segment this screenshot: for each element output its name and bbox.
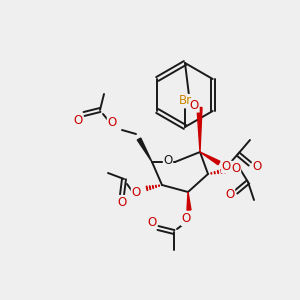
Polygon shape <box>200 152 220 165</box>
Polygon shape <box>137 138 152 162</box>
Text: O: O <box>221 160 231 172</box>
Text: O: O <box>147 215 157 229</box>
Text: O: O <box>74 113 82 127</box>
Polygon shape <box>197 107 202 152</box>
Text: O: O <box>231 161 241 175</box>
Text: O: O <box>252 160 262 172</box>
Text: O: O <box>107 116 117 130</box>
Polygon shape <box>187 192 191 210</box>
Text: Br: Br <box>178 94 192 107</box>
Text: O: O <box>190 99 199 112</box>
Text: O: O <box>164 154 172 166</box>
Text: O: O <box>182 212 190 226</box>
Text: O: O <box>131 187 141 200</box>
Text: O: O <box>117 196 127 208</box>
Text: O: O <box>225 188 235 202</box>
